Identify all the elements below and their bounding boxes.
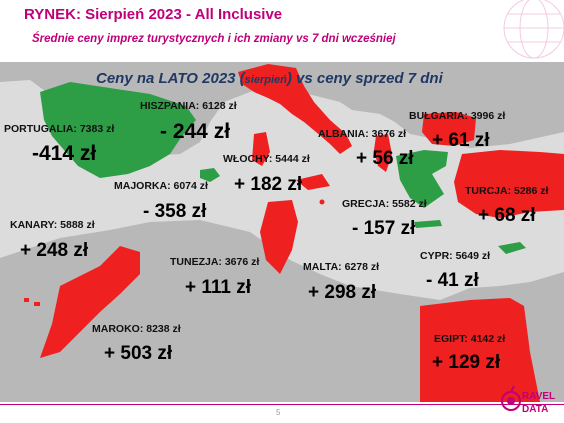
region-albania xyxy=(374,134,392,172)
region-tunisia xyxy=(260,200,298,274)
label-tunezja: TUNEZJA: 3676 zł xyxy=(170,256,260,268)
region-italy xyxy=(238,64,352,154)
travel-data-logo: RAVEL DATA xyxy=(501,385,555,415)
label-bulgaria: BUŁGARIA: 3996 zł xyxy=(409,110,506,122)
change-turcja: + 68 zł xyxy=(478,205,536,226)
header: RYNEK: Sierpień 2023 - All Inclusive Śre… xyxy=(0,0,564,60)
label-wlochy: WŁOCHY: 5444 zł xyxy=(223,153,310,165)
page-number: 5 xyxy=(276,408,281,417)
chart-title: Ceny na LATO 2023 (sierpień) vs ceny spr… xyxy=(96,70,443,87)
change-grecja: - 157 zł xyxy=(352,218,416,239)
region-cyprus xyxy=(498,242,526,254)
change-tunezja: + 111 zł xyxy=(185,277,252,298)
globe-decoration-icon xyxy=(503,0,564,59)
change-portugalia: -414 zł xyxy=(32,142,97,165)
change-maroko: + 503 zł xyxy=(104,343,173,364)
region-sardinia xyxy=(252,132,270,166)
page-subtitle: Średnie ceny imprez turystycznych i ich … xyxy=(32,33,396,45)
footer-divider xyxy=(0,404,564,405)
label-albania: ALBANIA: 3676 zł xyxy=(318,128,407,140)
label-egipt: EGIPT: 4142 zł xyxy=(434,333,506,345)
change-malta: + 298 zł xyxy=(308,282,377,303)
change-majorka: - 358 zł xyxy=(143,201,207,222)
region-bulgaria xyxy=(422,112,476,146)
label-cypr: CYPR: 5649 zł xyxy=(420,250,491,262)
region-sicily xyxy=(296,174,330,190)
logo-text-top: RAVEL xyxy=(522,391,555,402)
change-cypr: - 41 zł xyxy=(426,270,479,291)
label-hiszpania: HISZPANIA: 6128 zł xyxy=(140,100,237,112)
label-malta: MALTA: 6278 zł xyxy=(303,261,380,273)
region-malta xyxy=(319,199,325,205)
logo-text-bottom: DATA xyxy=(522,404,548,415)
region-canary-1 xyxy=(24,298,29,302)
change-albania: + 56 zł xyxy=(356,148,414,169)
label-majorka: MAJORKA: 6074 zł xyxy=(114,180,208,192)
label-grecja: GRECJA: 5582 zł xyxy=(342,198,427,210)
region-egypt xyxy=(420,298,540,402)
change-wlochy: + 182 zł xyxy=(234,174,303,195)
mediterranean-map xyxy=(0,62,564,402)
change-bulgaria: + 61 zł xyxy=(432,130,490,151)
region-crete xyxy=(414,220,442,228)
region-majorca xyxy=(200,168,220,182)
label-kanary: KANARY: 5888 zł xyxy=(10,219,95,231)
change-egipt: + 129 zł xyxy=(432,352,501,373)
region-turkey xyxy=(454,150,564,218)
label-maroko: MAROKO: 8238 zł xyxy=(92,323,181,335)
region-canary-2 xyxy=(34,302,40,306)
page-title: RYNEK: Sierpień 2023 - All Inclusive xyxy=(24,6,283,23)
change-hiszpania: - 244 zł xyxy=(160,120,231,143)
region-morocco xyxy=(40,246,140,358)
label-turcja: TURCJA: 5286 zł xyxy=(465,185,549,197)
region-spain-portugal xyxy=(40,82,196,178)
change-kanary: + 248 zł xyxy=(20,240,89,261)
label-portugalia: PORTUGALIA: 7383 zł xyxy=(4,123,115,135)
region-greece xyxy=(396,150,448,208)
